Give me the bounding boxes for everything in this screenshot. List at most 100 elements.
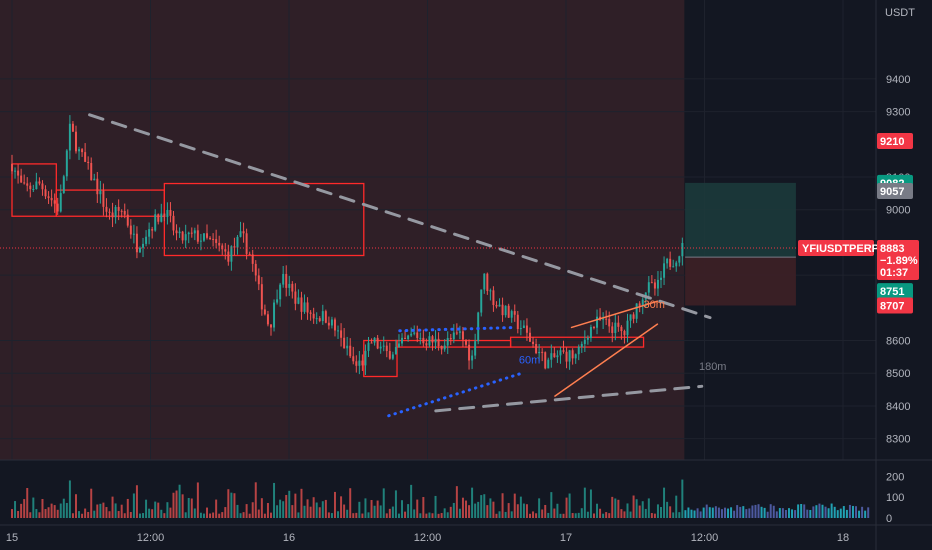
candle-body xyxy=(401,337,404,344)
candle-body xyxy=(11,163,13,172)
candle-body xyxy=(346,345,349,349)
volume-bar xyxy=(492,501,495,518)
candle-body xyxy=(443,345,446,350)
candle-body xyxy=(87,161,90,164)
candle-body xyxy=(96,178,99,195)
current-price-box xyxy=(877,239,919,280)
volume-bar xyxy=(202,513,205,518)
volume-bar xyxy=(550,492,553,518)
price-tick-label: 9000 xyxy=(886,205,910,217)
volume-bar xyxy=(248,513,251,518)
price-axis-currency: USDT xyxy=(885,7,915,19)
candle-body xyxy=(455,332,458,334)
volume-bar xyxy=(705,504,708,518)
candle-body xyxy=(343,337,346,349)
volume-bar xyxy=(443,508,446,518)
candle-body xyxy=(617,322,620,327)
volume-bar xyxy=(528,513,531,518)
candle-body xyxy=(544,352,547,369)
candle-body xyxy=(416,332,419,338)
candle-body xyxy=(38,181,41,184)
candle-body xyxy=(522,325,525,329)
volume-bar xyxy=(163,513,166,518)
volume-bar xyxy=(29,512,32,518)
candle-body xyxy=(632,314,635,319)
volume-bar xyxy=(309,506,312,518)
candle-body xyxy=(681,242,684,257)
candle-body xyxy=(373,337,376,343)
volume-bar xyxy=(592,513,595,518)
candle-body xyxy=(20,175,23,183)
long-position-tool[interactable] xyxy=(685,182,796,306)
candle-body xyxy=(480,289,483,313)
volume-bar xyxy=(602,513,605,518)
volume-bar xyxy=(111,496,114,518)
candle-body xyxy=(550,353,553,360)
volume-bar xyxy=(660,506,663,518)
volume-bar xyxy=(254,482,257,518)
volume-bar xyxy=(586,511,589,518)
candle-body xyxy=(291,283,294,292)
candle-body xyxy=(556,355,559,358)
timeframe-label: 180m xyxy=(699,361,727,373)
volume-bar xyxy=(59,503,62,518)
candle-body xyxy=(224,249,227,252)
candle-body xyxy=(215,239,218,243)
volume-bar xyxy=(760,506,763,518)
volume-bar xyxy=(324,499,327,518)
candle-body xyxy=(202,233,205,241)
volume-bar xyxy=(544,504,547,518)
candle-body xyxy=(184,234,187,241)
volume-bar xyxy=(263,513,266,518)
volume-bar xyxy=(413,509,416,518)
volume-bar xyxy=(693,510,696,518)
volume-bar xyxy=(824,506,827,518)
volume-bar xyxy=(772,505,775,518)
volume-bar xyxy=(221,512,224,518)
volume-bar xyxy=(647,498,650,518)
candle-body xyxy=(196,230,199,242)
volume-bar xyxy=(416,499,419,518)
range-box xyxy=(509,336,645,348)
candlesticks xyxy=(11,115,684,375)
candle-body xyxy=(458,331,461,333)
candle-body xyxy=(297,297,300,304)
candle-body xyxy=(117,206,120,211)
candle-body xyxy=(525,325,528,333)
volume-bar xyxy=(626,503,629,518)
price-label-value: 8751 xyxy=(880,286,904,298)
volume-bar xyxy=(126,498,129,518)
candle-body xyxy=(273,302,276,328)
volume-bar xyxy=(397,513,400,518)
volume-bar xyxy=(370,500,373,518)
candle-body xyxy=(294,291,297,304)
candle-body xyxy=(108,211,111,213)
candle-body xyxy=(571,350,574,359)
volume-bar xyxy=(842,506,845,518)
time-tick-label: 12:00 xyxy=(137,532,165,544)
candle-body xyxy=(233,246,236,248)
candle-body xyxy=(474,341,477,356)
volume-bar xyxy=(562,513,565,518)
volume-bar xyxy=(74,494,77,518)
trendline xyxy=(570,300,659,329)
volume-bar xyxy=(266,503,269,518)
volume-bar xyxy=(498,511,501,518)
time-axis[interactable]: 15 12:00 16 12:00 17 12:00 18 xyxy=(6,532,849,544)
candle-body xyxy=(65,150,68,177)
candle-body xyxy=(218,242,221,246)
price-tick-label: 9300 xyxy=(886,107,910,119)
candle-body xyxy=(163,213,166,217)
candle-body xyxy=(300,297,303,312)
candle-body xyxy=(157,214,160,222)
current-price-value: 8883 xyxy=(880,243,904,255)
volume-bar xyxy=(821,504,824,518)
candle-body xyxy=(206,233,208,238)
volume-bar xyxy=(519,496,522,518)
volume-bar xyxy=(711,507,714,518)
trendlines[interactable] xyxy=(88,113,712,418)
volume-bar xyxy=(745,509,748,518)
volume-bar xyxy=(227,489,230,518)
volume-bar xyxy=(684,510,687,518)
